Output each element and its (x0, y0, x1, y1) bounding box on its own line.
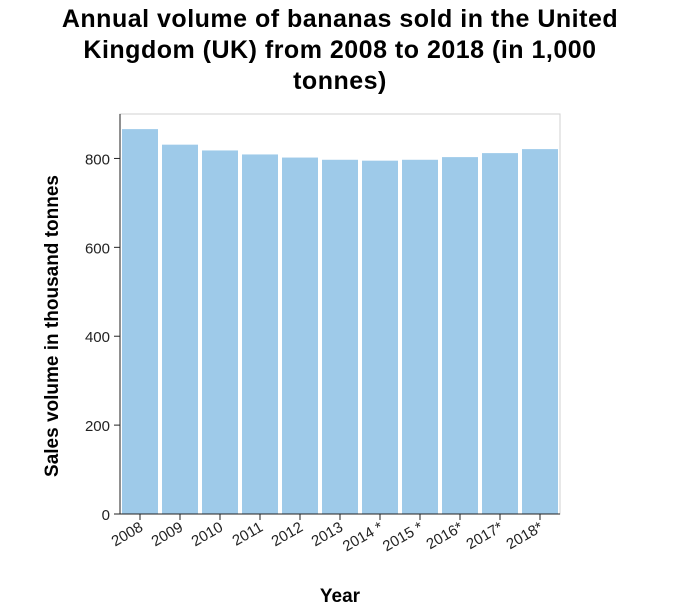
chart-title-line-2: Kingdom (UK) from 2008 to 2018 (in 1,000 (83, 36, 597, 64)
bar-6 (362, 160, 398, 514)
bar-8 (442, 157, 478, 514)
y-tick-label-3: 600 (85, 240, 110, 257)
x-tick-label-8: 2016* (424, 519, 467, 553)
y-tick-label-0: 0 (102, 507, 110, 524)
x-tick-label-4: 2012 (269, 519, 306, 550)
x-tick-label-10: 2018* (504, 519, 547, 553)
bar-3 (242, 154, 278, 514)
y-tick-label-2: 400 (85, 329, 110, 346)
bar-10 (522, 149, 558, 514)
bar-0 (122, 129, 158, 514)
bar-7 (402, 159, 438, 514)
x-tick-label-5: 2013 (309, 519, 346, 550)
bar-2 (202, 150, 238, 514)
x-axis-title: Year (320, 586, 361, 607)
chart-title-line-1: Annual volume of bananas sold in the Uni… (61, 5, 619, 33)
y-tick-label-1: 200 (85, 418, 110, 435)
x-tick-label-6: 2014 * (340, 519, 386, 555)
x-tick-label-9: 2017* (464, 519, 507, 553)
bar-1 (162, 144, 198, 514)
x-tick-label-0: 2008 (109, 519, 146, 550)
x-tick-label-3: 2011 (230, 519, 266, 550)
chart-title: Annual volume of bananas sold in the Uni… (0, 4, 680, 97)
x-tick-label-1: 2009 (149, 519, 186, 550)
x-tick-label-2: 2010 (189, 519, 226, 550)
bar-9 (482, 153, 518, 514)
bar-5 (322, 159, 358, 514)
chart-title-line-3: tonnes) (293, 67, 387, 95)
bar-4 (282, 157, 318, 515)
x-tick-label-7: 2015 * (380, 519, 426, 555)
y-tick-label-4: 800 (85, 151, 110, 168)
y-axis-title: Sales volume in thousand tonnes (42, 175, 63, 477)
